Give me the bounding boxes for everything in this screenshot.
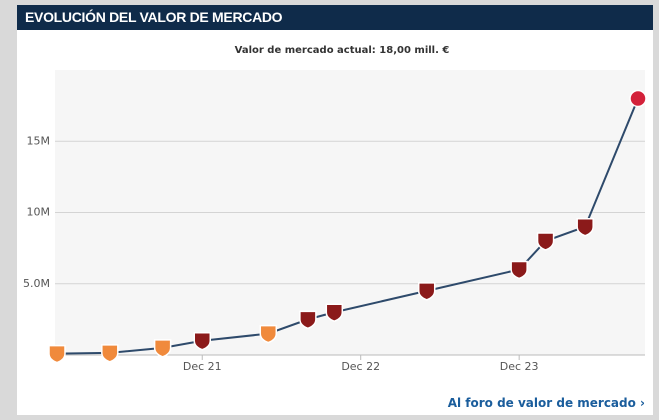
club-marker bbox=[259, 324, 278, 344]
forum-link[interactable]: Al foro de valor de mercado › bbox=[447, 396, 645, 410]
club-marker bbox=[576, 218, 594, 237]
chart-subtitle: Valor de mercado actual: 18,00 mill. € bbox=[235, 45, 450, 56]
club-marker bbox=[325, 303, 344, 323]
header-title: EVOLUCIÓN DEL VALOR DE MERCADO bbox=[17, 5, 653, 30]
club-marker bbox=[536, 232, 555, 251]
y-tick-label: 15M bbox=[27, 134, 51, 147]
club-marker bbox=[417, 282, 436, 301]
club-marker bbox=[510, 260, 528, 280]
club-marker bbox=[101, 344, 119, 363]
forum-link-text[interactable]: Al foro de valor de mercado bbox=[447, 396, 636, 410]
y-tick-label: 10M bbox=[27, 206, 51, 219]
club-marker bbox=[48, 344, 66, 364]
club-marker bbox=[299, 310, 317, 330]
club-marker bbox=[629, 89, 647, 108]
y-tick-label: 5.0M bbox=[23, 277, 50, 290]
x-tick-label: Dec 21 bbox=[183, 360, 222, 373]
x-tick-label: Dec 23 bbox=[500, 360, 539, 373]
x-tick-label: Dec 22 bbox=[341, 360, 380, 373]
club-marker bbox=[193, 332, 211, 351]
club-marker bbox=[153, 339, 172, 358]
